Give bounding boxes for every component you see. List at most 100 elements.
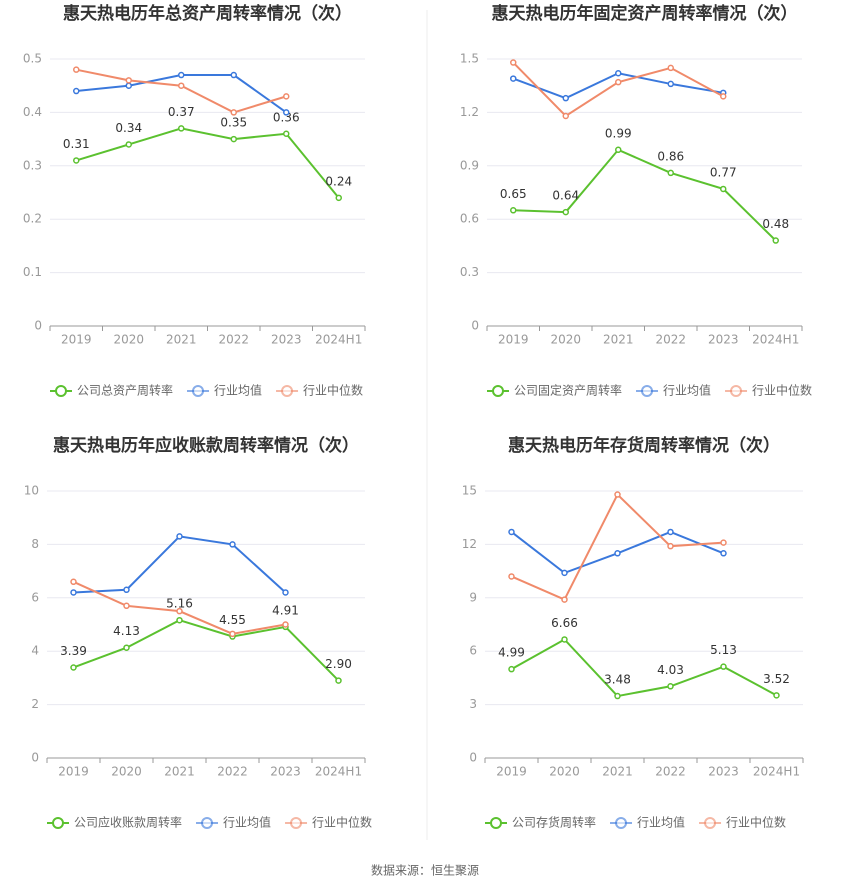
point	[720, 550, 727, 557]
data-label: 3.52	[763, 672, 790, 686]
chart: 惠天热电历年存货周转率情况（次） 0 3 6 9 12 15 2019 2020 2021 2022…	[462, 435, 804, 830]
x-tick-label: 2022	[655, 333, 686, 347]
point	[614, 550, 621, 557]
y-tick-label: 1.2	[460, 105, 479, 119]
legend-label: 行业均值	[223, 815, 271, 830]
data-label: 6.66	[551, 616, 578, 630]
point	[123, 602, 130, 610]
point	[667, 80, 674, 88]
point	[178, 125, 185, 132]
point	[667, 169, 674, 177]
legend-marker	[490, 817, 502, 829]
legend-label: 公司应收账款周转率	[74, 815, 182, 830]
y-tick-label: 0	[34, 319, 42, 333]
y-tick-label: 0.3	[23, 158, 42, 172]
point	[561, 636, 568, 643]
chart-title: 惠天热电历年固定资产周转率情况（次）	[492, 3, 798, 24]
x-tick-label: 2021	[603, 333, 634, 347]
chart: 惠天热电历年总资产周转率情况（次） 0 0.1 0.2 0.3 0.4 0.5 2019 202…	[23, 3, 366, 398]
point	[70, 664, 77, 671]
point	[561, 596, 568, 603]
point	[230, 109, 237, 116]
point	[510, 75, 517, 82]
chart: 惠天热电历年固定资产周转率情况（次） 0 0.3 0.6 0.9 1.2 1.5 2019 20…	[460, 3, 812, 398]
data-label: 3.48	[604, 673, 631, 687]
x-tick-label: 2023	[708, 333, 739, 347]
legend-marker	[641, 385, 654, 397]
point	[178, 82, 185, 89]
x-tick-label: 2020	[111, 765, 142, 779]
point	[508, 528, 515, 536]
y-tick-label: 0.5	[23, 52, 42, 66]
point	[70, 578, 77, 586]
y-tick-label: 6	[469, 644, 477, 658]
y-tick-label: 10	[24, 484, 39, 498]
legend-marker	[492, 385, 504, 397]
legend-marker	[290, 817, 303, 829]
data-label: 0.86	[657, 149, 684, 163]
legend-label: 行业中位数	[726, 815, 786, 830]
y-tick-label: 0.6	[460, 212, 479, 226]
x-tick-label: 2019	[496, 765, 527, 779]
data-label: 0.99	[605, 126, 632, 140]
point	[123, 644, 130, 651]
legend-label: 公司总资产周转率	[77, 383, 173, 398]
point	[73, 66, 80, 73]
point	[614, 692, 621, 700]
data-label: 4.99	[498, 646, 525, 660]
data-label: 4.13	[113, 624, 140, 638]
point	[773, 692, 780, 699]
y-tick-label: 1.5	[460, 52, 479, 66]
legend-label: 行业中位数	[752, 383, 812, 398]
point	[510, 207, 517, 214]
x-tick-label: 2019	[61, 333, 92, 347]
point	[667, 528, 674, 536]
chart-title: 惠天热电历年总资产周转率情况（次）	[63, 3, 352, 24]
x-tick-label: 2020	[550, 333, 581, 347]
point	[176, 533, 183, 540]
x-tick-label: 2022	[217, 765, 248, 779]
y-tick-label: 0.1	[23, 265, 42, 279]
point	[123, 586, 130, 594]
point	[561, 569, 568, 577]
x-tick-label: 2024H1	[315, 765, 362, 779]
data-label: 4.91	[272, 603, 299, 617]
point	[614, 491, 621, 498]
chart-title: 惠天热电历年应收账款周转率情况（次）	[53, 435, 359, 456]
point	[562, 94, 569, 102]
x-tick-label: 2019	[58, 765, 89, 779]
data-label: 0.31	[63, 137, 90, 151]
y-tick-label: 0.9	[460, 158, 479, 172]
legend-marker	[704, 817, 717, 829]
x-tick-label: 2020	[549, 765, 580, 779]
y-tick-label: 0	[469, 751, 477, 765]
data-label: 0.36	[273, 110, 300, 124]
point	[720, 663, 727, 670]
data-label: 0.35	[220, 116, 247, 130]
point	[562, 208, 569, 216]
y-tick-label: 9	[469, 590, 477, 604]
y-tick-label: 0	[471, 319, 479, 333]
point	[615, 69, 622, 77]
point	[335, 677, 342, 684]
legend-marker	[730, 385, 743, 397]
series-line	[75, 127, 340, 199]
x-tick-label: 2020	[113, 333, 144, 347]
point	[508, 665, 515, 673]
x-tick-label: 2022	[218, 333, 249, 347]
point	[667, 542, 674, 550]
point	[125, 77, 132, 84]
legend-label: 行业中位数	[303, 383, 363, 398]
y-tick-label: 3	[469, 697, 477, 711]
data-label: 2.90	[325, 657, 352, 671]
data-label: 4.03	[657, 663, 684, 677]
x-tick-label: 2023	[270, 765, 301, 779]
legend-label: 行业均值	[637, 815, 685, 830]
point	[176, 616, 183, 624]
point	[125, 82, 132, 89]
source: 数据来源：恒生聚源	[371, 863, 479, 878]
data-label: 0.64	[552, 189, 579, 203]
data-label: 0.77	[710, 165, 737, 179]
point	[229, 541, 236, 548]
series-line	[511, 492, 724, 601]
